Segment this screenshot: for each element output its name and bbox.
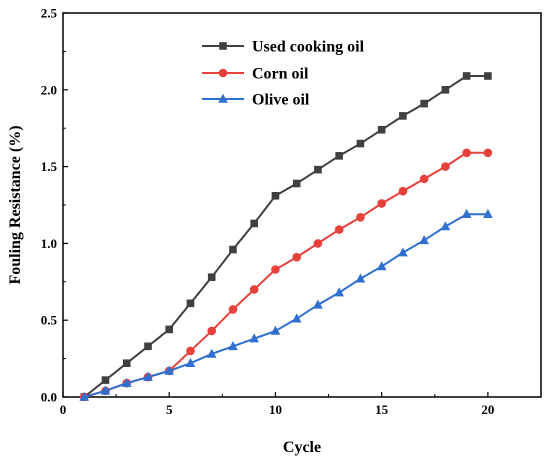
data-point — [440, 221, 451, 231]
data-point — [79, 391, 90, 401]
data-point — [334, 225, 344, 234]
y-tick-label: 1.0 — [41, 236, 57, 251]
data-point — [250, 219, 258, 228]
data-point — [334, 287, 344, 297]
data-point — [291, 313, 302, 323]
x-tick-label: 10 — [269, 402, 282, 417]
data-point — [271, 265, 280, 274]
data-point — [143, 371, 153, 381]
data-point — [229, 245, 237, 254]
data-point — [185, 357, 196, 368]
data-point — [356, 212, 365, 222]
data-point — [186, 346, 195, 356]
data-point — [206, 348, 217, 358]
data-point — [207, 273, 216, 281]
data-point — [122, 359, 131, 368]
data-point — [399, 112, 407, 120]
x-tick-label: 15 — [375, 402, 389, 417]
data-point — [218, 68, 228, 78]
legend-label: Used cooking oil — [252, 39, 365, 56]
data-point — [121, 377, 132, 387]
data-point — [419, 174, 429, 184]
data-point — [355, 273, 366, 283]
legend-label: Corn oil — [252, 66, 309, 83]
data-point — [292, 179, 301, 188]
y-tick-label: 2.5 — [41, 6, 58, 21]
data-point — [270, 325, 281, 335]
data-point — [165, 325, 174, 334]
data-point — [313, 239, 323, 248]
y-tick-label: 2.0 — [41, 82, 57, 97]
data-point — [249, 285, 259, 294]
data-point — [271, 191, 280, 200]
data-point — [314, 165, 322, 174]
data-point — [398, 247, 408, 257]
data-point — [419, 235, 429, 245]
data-point — [441, 162, 450, 171]
axis-ticks: 0 5 10 15 20 0.0 0.5 1.0 1.5 2.0 2.5 — [41, 6, 495, 418]
data-point — [100, 385, 111, 395]
data-point — [144, 342, 152, 351]
data-point — [186, 299, 195, 308]
x-tick-label: 5 — [166, 402, 173, 417]
data-point — [441, 86, 450, 94]
series-layer — [79, 72, 493, 402]
data-point — [313, 299, 323, 309]
data-point — [219, 42, 227, 50]
y-axis-title: Fouling Resistance (%) — [7, 125, 24, 284]
data-point — [249, 333, 259, 343]
series-olive-oil — [79, 208, 493, 401]
series-used-cooking-oil — [80, 72, 492, 401]
data-point — [462, 148, 471, 158]
data-point — [218, 93, 228, 103]
x-tick-label: 0 — [60, 402, 67, 417]
data-point — [483, 148, 493, 158]
data-point — [398, 186, 408, 196]
data-point — [207, 326, 217, 336]
data-point — [228, 305, 238, 314]
data-point — [377, 199, 386, 208]
x-tick-label: 20 — [481, 402, 494, 417]
data-point — [376, 261, 387, 271]
data-point — [483, 208, 493, 219]
legend: Used cooking oil Corn oil Olive oil — [202, 39, 365, 109]
data-point — [335, 152, 343, 160]
series-corn-oil — [79, 148, 493, 402]
x-axis-title: Cycle — [283, 439, 321, 456]
data-point — [420, 99, 428, 108]
y-tick-label: 1.5 — [41, 159, 58, 174]
data-point — [228, 341, 238, 351]
data-point — [164, 365, 175, 375]
data-point — [462, 72, 471, 80]
data-point — [461, 208, 472, 219]
data-point — [484, 72, 492, 80]
data-point — [101, 376, 110, 384]
y-tick-label: 0.5 — [41, 313, 58, 328]
legend-label: Olive oil — [252, 92, 310, 109]
y-tick-label: 0.0 — [41, 390, 57, 405]
data-point — [356, 139, 365, 148]
data-point — [377, 125, 386, 134]
data-point — [292, 252, 301, 262]
